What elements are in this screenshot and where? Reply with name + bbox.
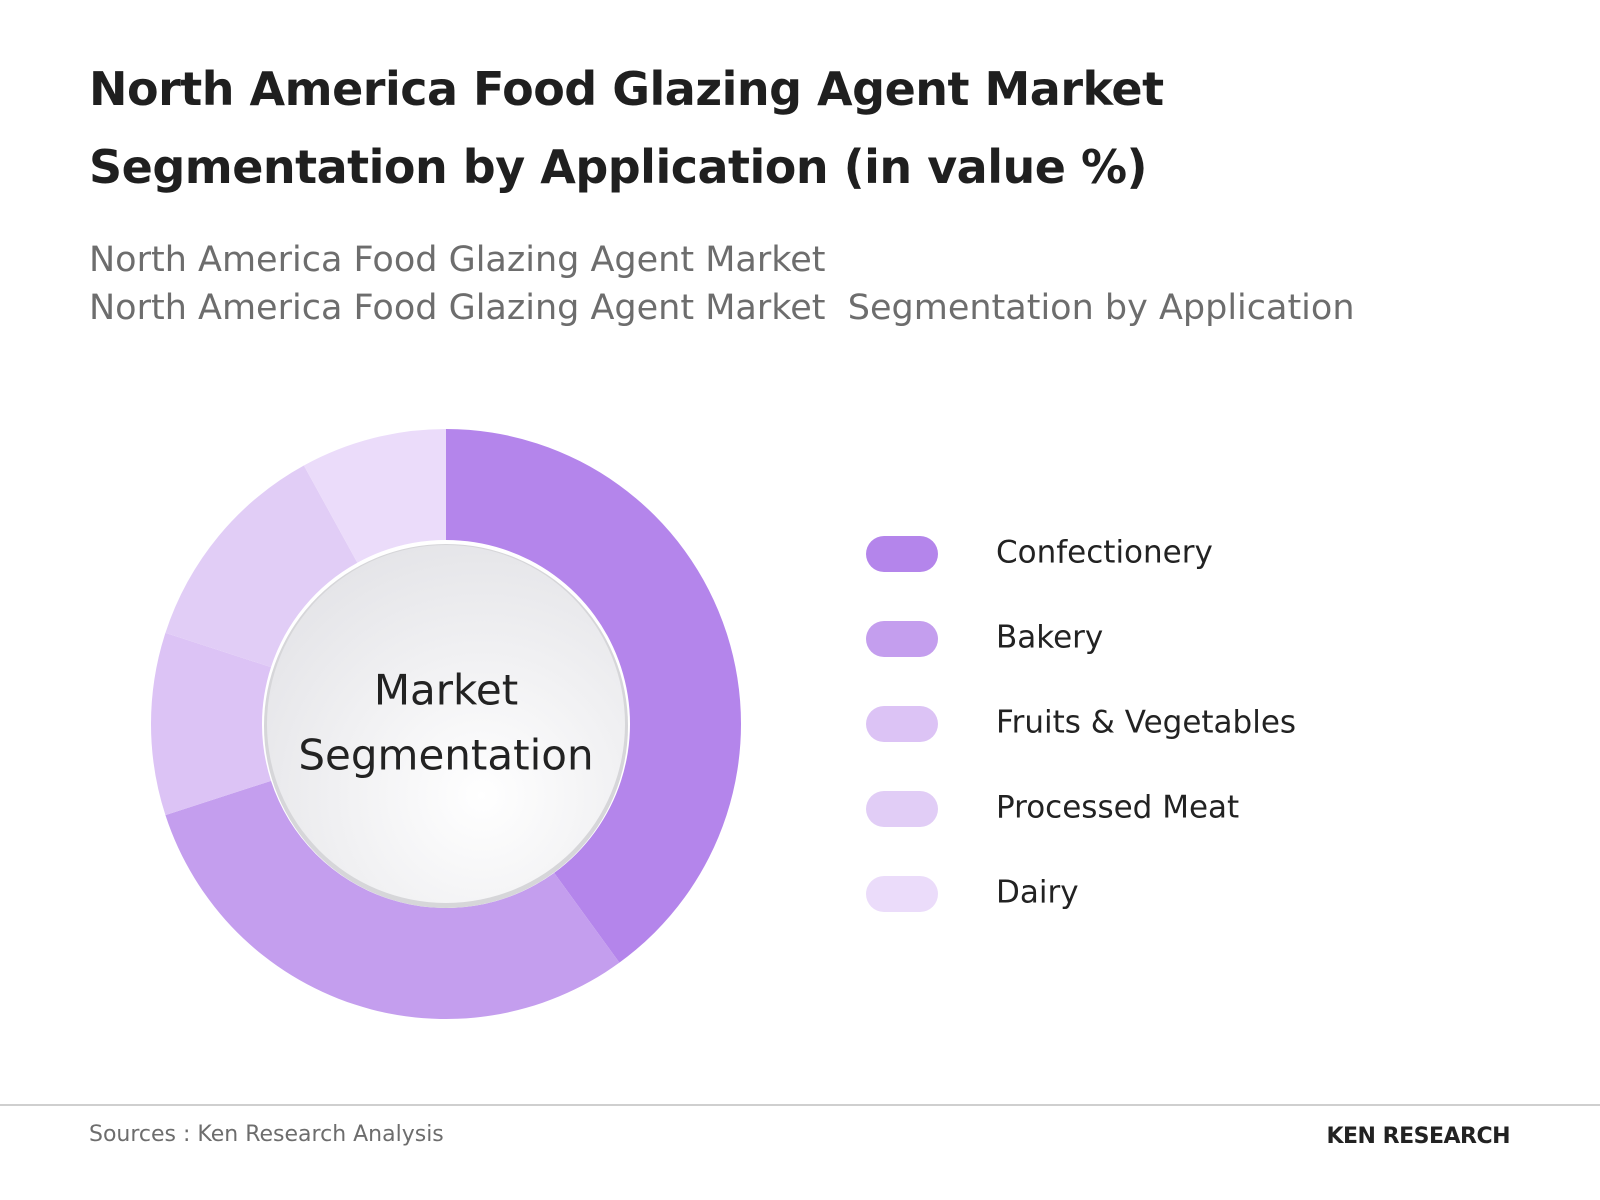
legend-label: Confectionery [996,535,1213,571]
donut-slice [150,632,272,816]
legend-label: Bakery [996,620,1103,656]
legend-label: Dairy [996,875,1079,911]
center-label: Segmentation [298,731,593,780]
source-note: Sources : Ken Research Analysis [89,1122,444,1147]
chart: Market Segmentation Confectionery Bakery Fru… [150,429,1296,1019]
donut-slice [446,429,742,963]
donut-slice [165,780,620,1019]
center-label: Market [374,666,518,715]
logo: KEN RESEARCH [1326,1124,1510,1149]
legend-swatch [866,876,938,912]
chart-title: North America Food Glazing Agent Market … [89,62,1164,194]
subtitle: North America Food Glazing Agent Market [89,240,826,280]
legend-swatch [866,621,938,657]
legend-swatch [866,791,938,827]
legend-swatch [866,706,938,742]
legend-label: Processed Meat [996,790,1239,826]
donut-slice [303,429,446,563]
footer-rule [0,1104,1600,1106]
legend-swatch [866,536,938,572]
donut-slice [165,465,358,668]
subtitle: North America Food Glazing Agent Market … [89,288,1355,328]
center-disc [267,545,625,903]
legend-label: Fruits & Vegetables [996,705,1296,741]
